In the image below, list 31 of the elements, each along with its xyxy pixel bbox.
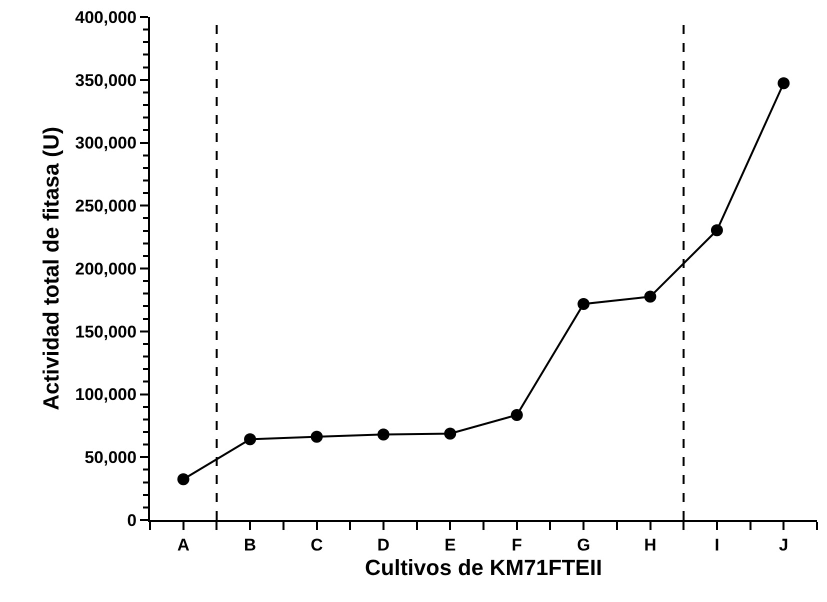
point — [244, 433, 256, 446]
x-tick-label: H — [644, 535, 656, 554]
point — [778, 77, 790, 90]
x-axis-title: Cultivos de KM71FTEII — [364, 554, 602, 580]
x-tick-label: C — [310, 535, 323, 554]
y-tick-label: 0 — [127, 510, 137, 530]
point — [710, 224, 723, 236]
y-tick-label: 250,000 — [75, 196, 137, 216]
x-tick-label: A — [177, 535, 190, 554]
x-tick-label: F — [512, 535, 522, 554]
y-tick-label: 50,000 — [84, 448, 137, 468]
y-axis-title: Actividad total de fitasa (U) — [38, 126, 64, 410]
x-tick-label: I — [714, 535, 720, 554]
y-tick-label: 200,000 — [75, 259, 137, 278]
y-tick-label: 300,000 — [75, 134, 137, 153]
point — [177, 473, 190, 486]
x-tick-label: J — [778, 535, 788, 554]
y-tick-label: 350,000 — [75, 70, 137, 90]
point — [310, 430, 323, 443]
point — [644, 290, 656, 303]
x-tick-label: E — [444, 535, 456, 554]
point — [578, 298, 590, 310]
point — [444, 428, 456, 440]
x-tick-label: D — [377, 535, 390, 554]
x-tick-label: B — [244, 535, 256, 554]
y-tick-label: 150,000 — [75, 322, 137, 342]
point — [377, 428, 390, 440]
point — [510, 409, 523, 421]
y-tick-label: 400,000 — [75, 8, 137, 27]
x-tick-label: G — [576, 535, 590, 554]
y-tick-label: 100,000 — [75, 385, 137, 404]
